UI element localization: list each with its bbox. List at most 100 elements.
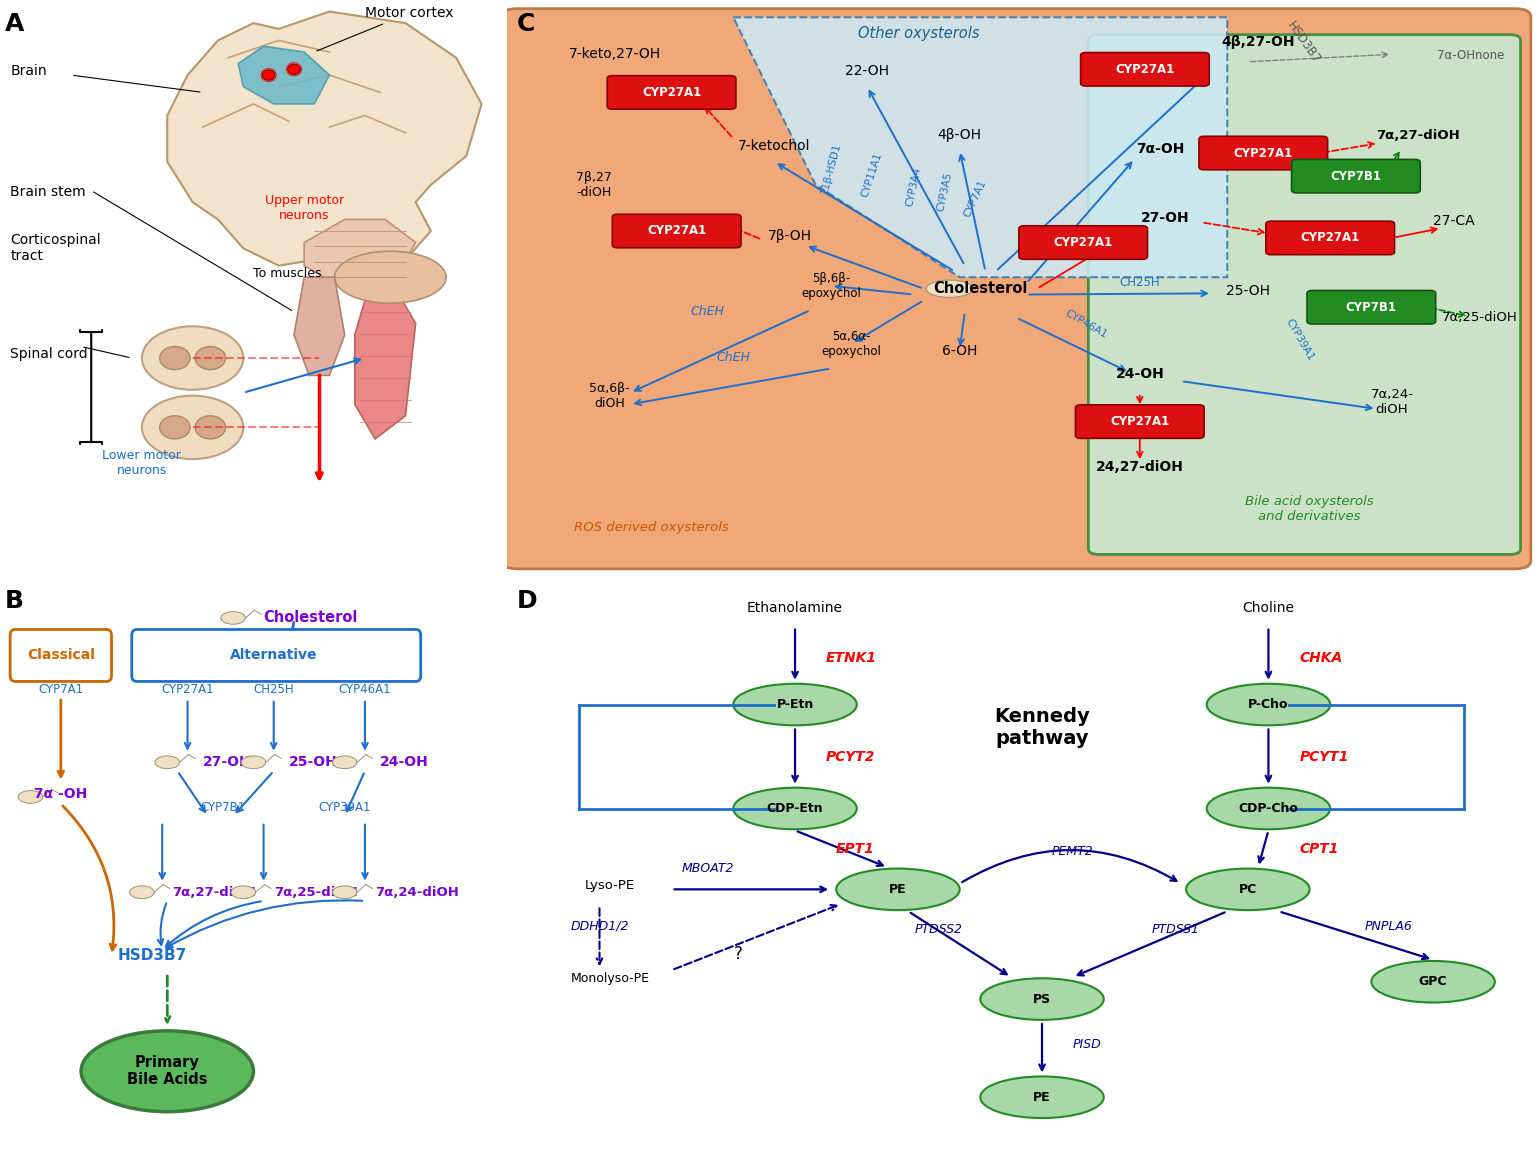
Ellipse shape [836,869,960,910]
Text: B: B [5,589,25,613]
Text: CYP27A1: CYP27A1 [1115,62,1175,76]
Text: Classical: Classical [28,648,95,663]
Text: 5α,6α-
epoxychol: 5α,6α- epoxychol [822,330,882,358]
Text: Primary
Bile Acids: Primary Bile Acids [127,1055,207,1088]
Text: 25-OH: 25-OH [289,755,338,769]
Ellipse shape [733,684,857,725]
Text: PEMT2: PEMT2 [1052,844,1094,858]
FancyBboxPatch shape [1075,405,1204,438]
Text: DDHD1/2: DDHD1/2 [570,919,628,933]
Ellipse shape [155,755,180,769]
Ellipse shape [221,612,246,624]
Text: 24,27-diOH: 24,27-diOH [1095,460,1184,474]
Text: Alternative: Alternative [230,648,318,663]
Text: ChEH: ChEH [716,351,750,364]
Text: CH25H: CH25H [253,683,293,696]
Text: ROS derived oxysterols: ROS derived oxysterols [573,521,728,535]
Text: P-Etn: P-Etn [776,698,814,711]
Text: CYP27A1: CYP27A1 [1054,236,1112,249]
FancyBboxPatch shape [1266,222,1395,255]
Ellipse shape [1372,961,1495,1003]
FancyBboxPatch shape [1307,291,1436,323]
Ellipse shape [1207,684,1330,725]
Ellipse shape [332,886,356,899]
Text: CYP46A1: CYP46A1 [338,683,392,696]
Ellipse shape [332,755,356,769]
Text: A: A [5,12,25,36]
Text: 7α-OH: 7α-OH [1137,142,1184,156]
Text: CYP39A1: CYP39A1 [318,802,370,814]
Text: 27-CA: 27-CA [1433,214,1475,229]
Ellipse shape [230,886,255,899]
Text: 7-keto,27-OH: 7-keto,27-OH [568,46,660,61]
Ellipse shape [141,326,243,390]
Ellipse shape [980,1076,1104,1118]
Text: CYP11A1: CYP11A1 [860,151,885,199]
Text: PTDSS1: PTDSS1 [1152,923,1200,936]
FancyBboxPatch shape [1200,136,1327,170]
Text: Brain stem: Brain stem [11,185,86,200]
Text: EPT1: EPT1 [836,842,876,856]
Text: CYP27A1: CYP27A1 [642,85,700,99]
Text: CYP27A1: CYP27A1 [1301,231,1359,245]
Text: PE: PE [1034,1090,1051,1104]
Ellipse shape [81,1030,253,1111]
Text: 7α,24-diOH: 7α,24-diOH [375,886,459,899]
Polygon shape [355,289,416,439]
Text: PS: PS [1032,992,1051,1006]
Text: CYP7A1: CYP7A1 [962,178,988,218]
Text: 27-OH: 27-OH [203,755,252,769]
Text: Upper motor
neurons: Upper motor neurons [264,194,344,223]
Text: 7α -OH: 7α -OH [34,787,88,802]
Text: Kennedy
pathway: Kennedy pathway [994,707,1091,748]
Text: 27-OH: 27-OH [1141,211,1190,225]
Text: 11β-HSD1: 11β-HSD1 [819,142,843,195]
Text: PC: PC [1238,882,1256,896]
Text: HSD3B7: HSD3B7 [1284,20,1322,67]
Text: 7-ketochol: 7-ketochol [739,139,811,154]
Ellipse shape [18,790,43,804]
FancyBboxPatch shape [1018,226,1147,260]
Text: CYP7B1: CYP7B1 [1346,300,1396,314]
Ellipse shape [733,788,857,829]
Text: Ethanolamine: Ethanolamine [746,601,843,616]
Text: 5β,6β-
epoxychol: 5β,6β- epoxychol [802,273,862,300]
Text: CHKA: CHKA [1299,651,1342,665]
Ellipse shape [195,346,226,370]
Ellipse shape [1186,869,1310,910]
Ellipse shape [335,252,445,303]
Text: GPC: GPC [1419,975,1447,989]
Text: PE: PE [889,882,906,896]
Ellipse shape [287,64,301,74]
Text: Corticospinal
tract: Corticospinal tract [11,232,101,263]
Text: CYP27A1: CYP27A1 [1233,147,1293,159]
Text: CYP46A1: CYP46A1 [1063,307,1109,340]
Text: ETNK1: ETNK1 [826,651,877,665]
Text: CYP27A1: CYP27A1 [161,683,214,696]
FancyBboxPatch shape [1089,35,1521,554]
Text: Monolyso-PE: Monolyso-PE [570,971,650,985]
Text: 4β-OH: 4β-OH [937,127,982,142]
Text: PNPLA6: PNPLA6 [1364,919,1413,933]
Text: CYP7B1: CYP7B1 [200,802,246,814]
Text: 22-OH: 22-OH [845,64,889,79]
Ellipse shape [926,280,972,298]
Text: CYP3A5: CYP3A5 [935,171,954,213]
Text: Bile acid oxysterols
and derivatives: Bile acid oxysterols and derivatives [1246,494,1373,523]
Text: Brain: Brain [11,64,46,79]
FancyBboxPatch shape [607,75,736,110]
Text: CYP39A1: CYP39A1 [1283,318,1315,363]
FancyBboxPatch shape [1292,159,1421,193]
Text: PISD: PISD [1072,1038,1101,1051]
Text: 4β,27-OH: 4β,27-OH [1221,35,1295,50]
Ellipse shape [195,416,226,439]
Ellipse shape [1207,788,1330,829]
Text: MBOAT2: MBOAT2 [682,862,734,875]
Polygon shape [238,46,329,104]
Ellipse shape [263,69,275,81]
Text: HSD3B7: HSD3B7 [117,948,187,963]
Text: D: D [518,589,538,613]
Text: PTDSS2: PTDSS2 [915,923,963,936]
Text: C: C [518,12,536,36]
Polygon shape [293,277,344,375]
